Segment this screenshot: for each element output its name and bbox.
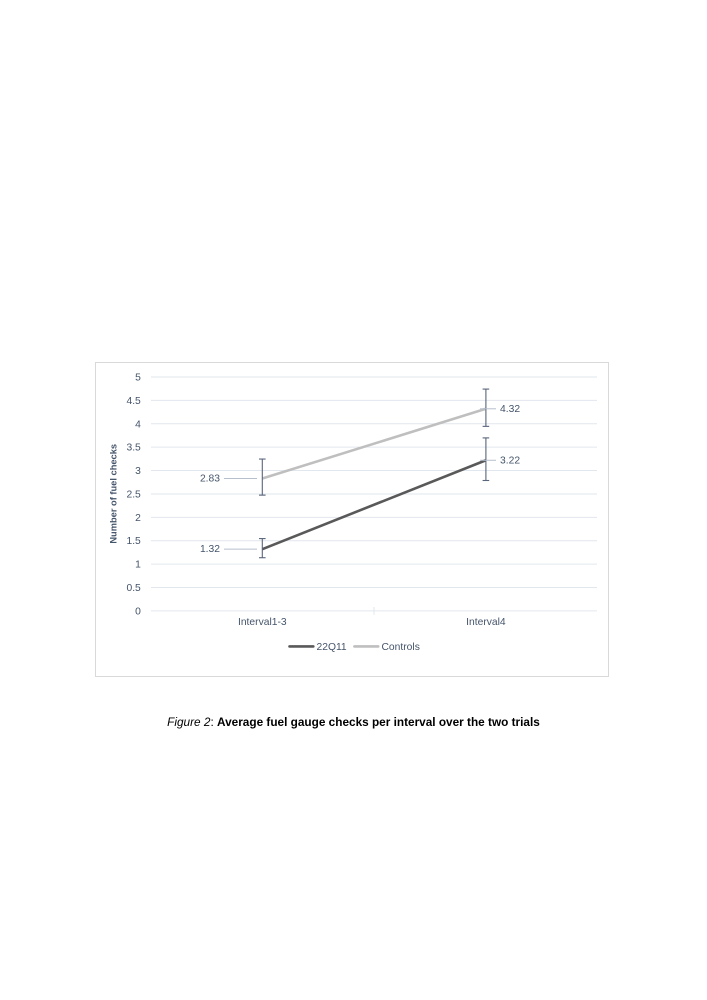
svg-text:4.32: 4.32 xyxy=(500,404,520,415)
svg-text:4: 4 xyxy=(135,419,141,430)
svg-text:1.5: 1.5 xyxy=(126,536,141,547)
svg-text:0.5: 0.5 xyxy=(126,583,141,594)
svg-text:Interval4: Interval4 xyxy=(466,617,506,628)
svg-text:2: 2 xyxy=(135,513,141,524)
svg-text:5: 5 xyxy=(135,373,141,384)
svg-text:Number of fuel checks: Number of fuel checks xyxy=(108,444,118,544)
svg-text:3.5: 3.5 xyxy=(126,443,141,454)
svg-text:1.32: 1.32 xyxy=(200,544,220,555)
svg-text:22Q11: 22Q11 xyxy=(317,642,347,653)
svg-text:2.83: 2.83 xyxy=(200,474,220,485)
svg-text:0: 0 xyxy=(135,606,141,617)
svg-text:3: 3 xyxy=(135,466,141,477)
svg-text:1: 1 xyxy=(135,560,141,571)
svg-text:Controls: Controls xyxy=(382,642,420,653)
svg-text:2.5: 2.5 xyxy=(126,489,141,500)
svg-text:Interval1-3: Interval1-3 xyxy=(238,617,287,628)
svg-text:4.5: 4.5 xyxy=(126,396,141,407)
svg-text:3.22: 3.22 xyxy=(500,456,520,467)
